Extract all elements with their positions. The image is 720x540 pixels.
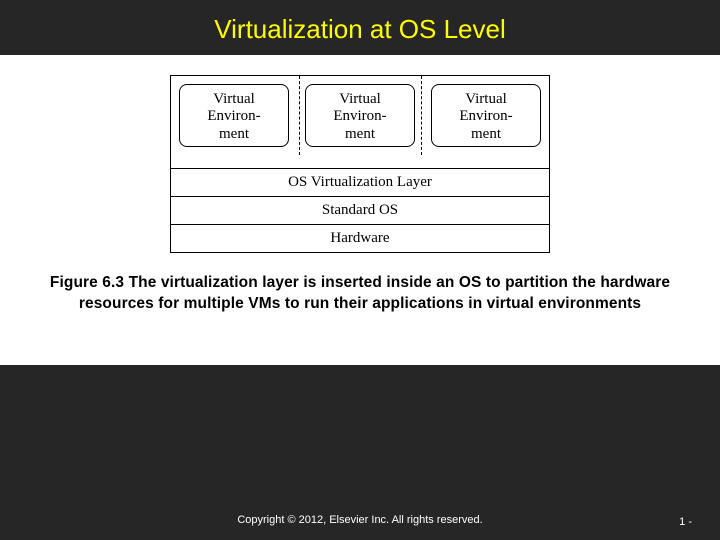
copyright-footer: Copyright © 2012, Elsevier Inc. All righ… <box>0 514 720 526</box>
ve-label-line: Virtual <box>465 91 507 107</box>
ve-label-line: ment <box>345 126 375 142</box>
caption-text: The virtualization layer is inserted ins… <box>79 274 670 312</box>
ve-label-line: ment <box>219 126 249 142</box>
page-number: 1 - <box>679 516 692 528</box>
os-virtualization-diagram: Virtual Environ- ment Virtual Environ- m… <box>170 75 550 253</box>
os-virtualization-layer: OS Virtualization Layer <box>170 168 550 197</box>
virtual-environment-box: Virtual Environ- ment <box>179 84 289 147</box>
separator-dashed <box>299 76 300 155</box>
separator-dashed <box>421 76 422 155</box>
ve-label-line: Environ- <box>207 108 260 124</box>
slide-title: Virtualization at OS Level <box>0 0 720 55</box>
virtual-environments-row: Virtual Environ- ment Virtual Environ- m… <box>170 75 550 155</box>
ve-label-line: Virtual <box>213 91 255 107</box>
figure-caption: Figure 6.3 The virtualization layer is i… <box>30 273 690 315</box>
spacer <box>170 155 550 169</box>
ve-label-line: Environ- <box>333 108 386 124</box>
caption-prefix: Figure 6.3 <box>50 274 124 291</box>
ve-label-line: Environ- <box>459 108 512 124</box>
ve-label-line: ment <box>471 126 501 142</box>
hardware-layer: Hardware <box>170 224 550 253</box>
ve-label-line: Virtual <box>339 91 381 107</box>
standard-os-layer: Standard OS <box>170 196 550 225</box>
virtual-environment-box: Virtual Environ- ment <box>431 84 541 147</box>
virtual-environment-box: Virtual Environ- ment <box>305 84 415 147</box>
figure-area: Virtual Environ- ment Virtual Environ- m… <box>0 55 720 365</box>
